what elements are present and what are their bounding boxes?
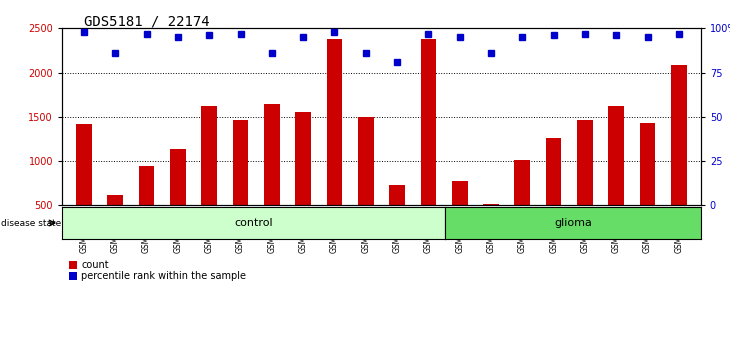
- Bar: [358, 117, 374, 205]
- Bar: [170, 149, 185, 205]
- Bar: [420, 39, 437, 205]
- Bar: [201, 106, 217, 205]
- Bar: [76, 124, 92, 205]
- Bar: [107, 195, 123, 205]
- Bar: [326, 39, 342, 205]
- Bar: [264, 104, 280, 205]
- Bar: [546, 138, 561, 205]
- Bar: [608, 106, 624, 205]
- Text: count: count: [81, 260, 109, 270]
- Text: GDS5181 / 22174: GDS5181 / 22174: [84, 14, 210, 28]
- Text: disease state: disease state: [1, 218, 61, 228]
- Bar: [296, 112, 311, 205]
- Bar: [671, 65, 687, 205]
- Bar: [389, 185, 405, 205]
- Bar: [515, 160, 530, 205]
- Bar: [233, 120, 248, 205]
- Bar: [452, 181, 467, 205]
- Bar: [483, 204, 499, 205]
- Bar: [577, 120, 593, 205]
- Bar: [639, 123, 656, 205]
- Text: glioma: glioma: [554, 218, 592, 228]
- Text: control: control: [234, 218, 273, 228]
- Bar: [139, 166, 155, 205]
- Text: percentile rank within the sample: percentile rank within the sample: [81, 271, 246, 281]
